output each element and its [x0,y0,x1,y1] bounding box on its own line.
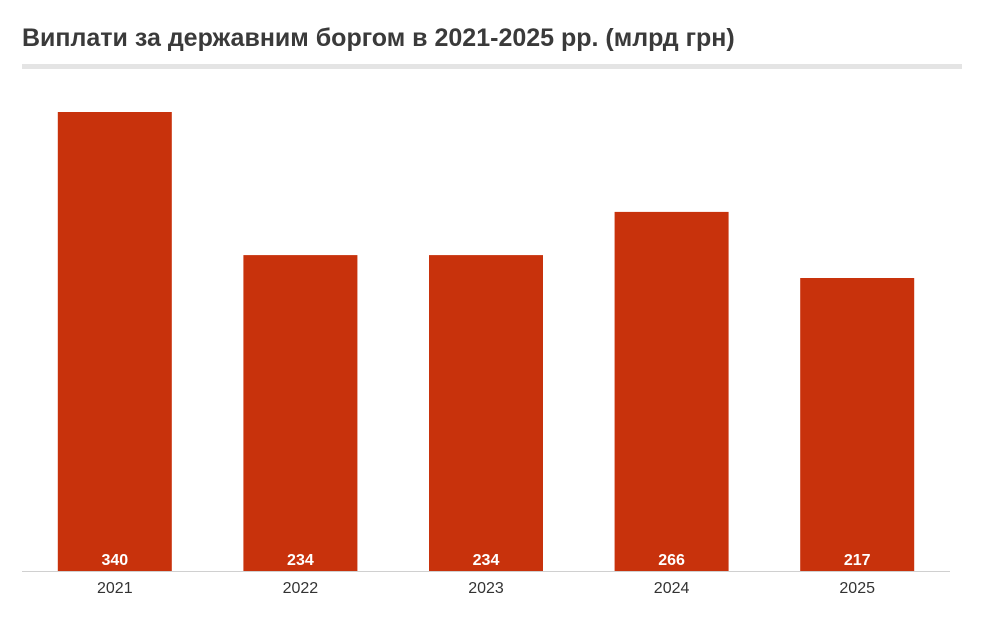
x-tick-label-2021: 2021 [97,580,133,597]
bars-group [57,112,915,571]
x-tick-label-2023: 2023 [468,580,504,597]
data-label-2024: 266 [658,552,685,569]
x-tick-label-2022: 2022 [283,580,319,597]
bar-2025 [800,278,915,571]
x-tick-labels-group: 2021 2022 2023 2024 2025 [97,580,875,597]
bar-2021 [57,112,172,571]
bar-2022 [243,255,358,571]
data-label-2025: 217 [844,552,871,569]
bar-2023 [429,255,543,571]
x-tick-label-2025: 2025 [839,580,875,597]
bar-2024 [614,211,729,571]
data-label-2021: 340 [101,552,128,569]
chart-title: Виплати за державним боргом в 2021-2025 … [22,24,735,52]
data-labels-group: 340 234 234 266 217 [101,552,870,569]
data-label-2022: 234 [287,552,314,569]
data-label-2023: 234 [473,552,500,569]
x-tick-label-2024: 2024 [654,580,690,597]
title-divider [22,64,962,69]
